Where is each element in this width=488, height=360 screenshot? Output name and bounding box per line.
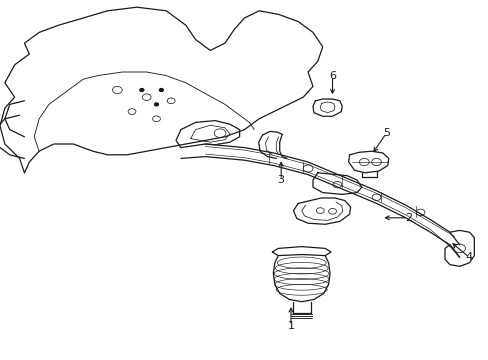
- Circle shape: [159, 89, 163, 91]
- Text: 2: 2: [404, 213, 411, 223]
- Circle shape: [140, 89, 143, 91]
- Text: 4: 4: [465, 252, 472, 262]
- Text: 3: 3: [277, 175, 284, 185]
- Text: 1: 1: [287, 321, 294, 331]
- Text: 5: 5: [382, 128, 389, 138]
- Text: 6: 6: [328, 71, 335, 81]
- Circle shape: [154, 103, 158, 106]
